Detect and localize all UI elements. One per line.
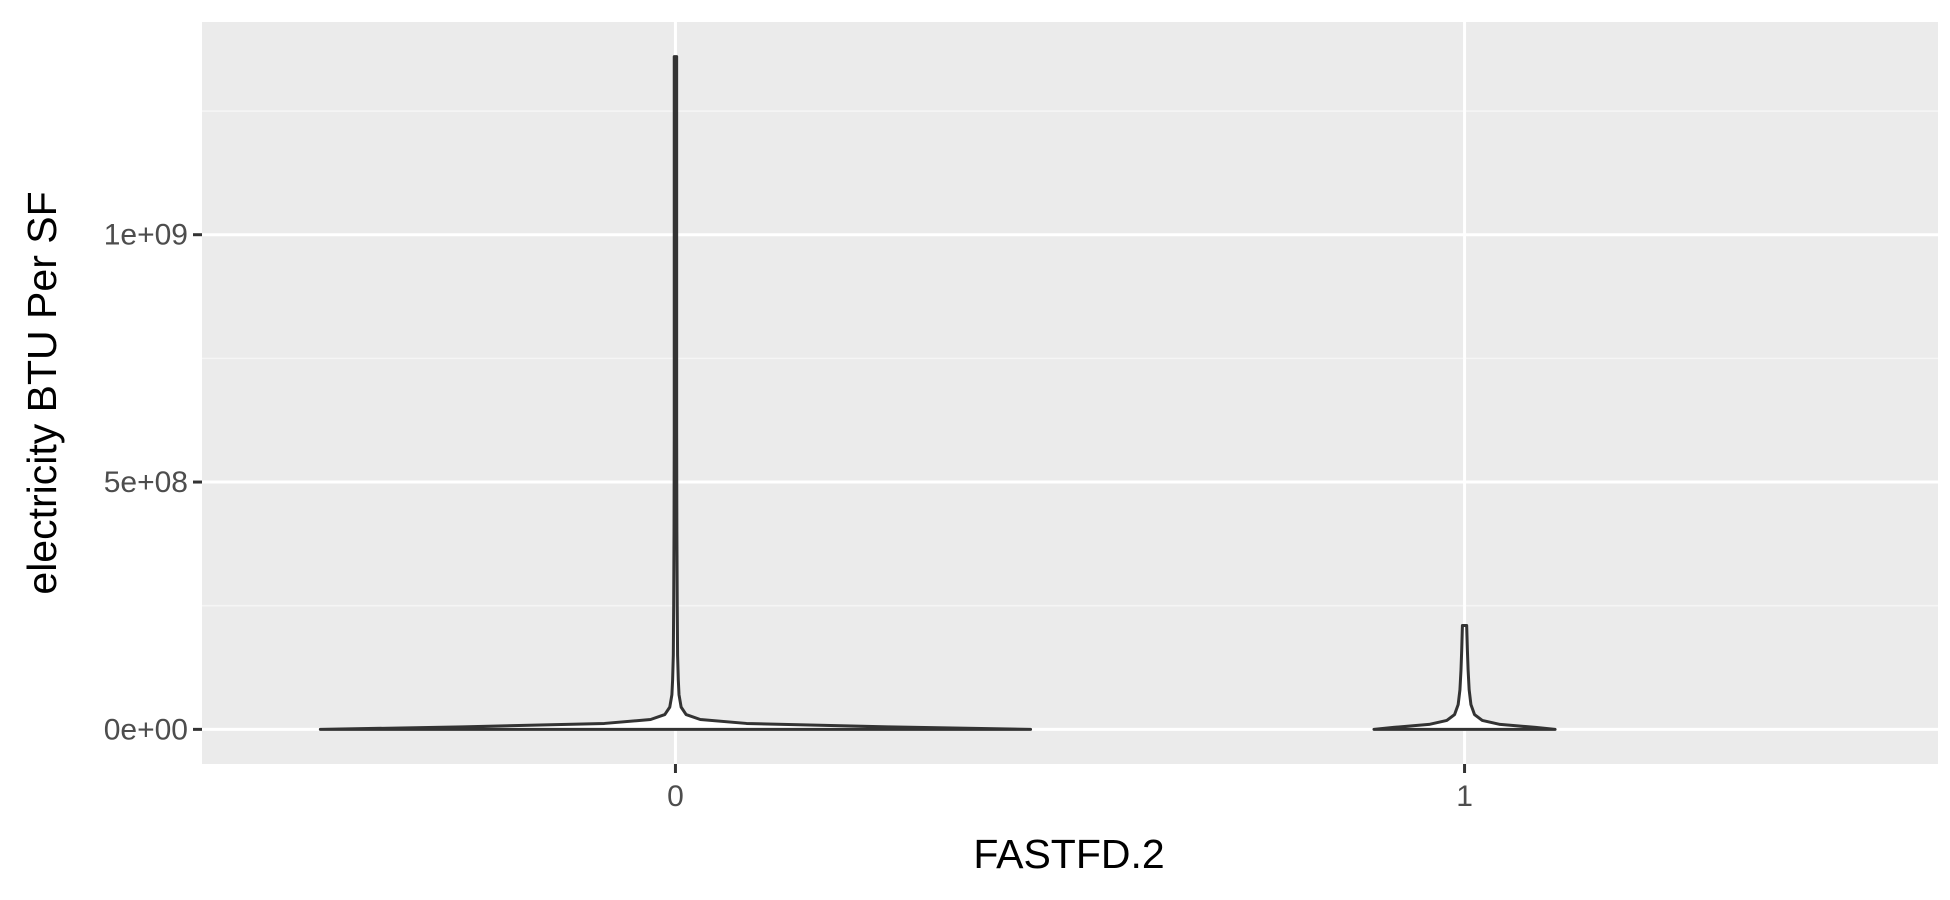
- x-axis-title: FASTFD.2: [973, 831, 1164, 877]
- plot-panel: [202, 22, 1938, 764]
- violin-0: [318, 55, 1033, 731]
- violin-1: [1372, 623, 1557, 731]
- violins: [318, 55, 1557, 731]
- minor-gridlines: [202, 110, 1938, 607]
- y-tick-label: 5e+08: [104, 466, 188, 499]
- y-tick-label: 1e+09: [104, 219, 188, 252]
- x-tick-label: 1: [1456, 780, 1473, 813]
- x-tick-label: 0: [667, 780, 684, 813]
- y-axis: 0e+00 5e+08 1e+09: [104, 219, 202, 746]
- y-tick-label: 0e+00: [104, 713, 188, 746]
- y-axis-title: electricity BTU Per SF: [19, 191, 65, 594]
